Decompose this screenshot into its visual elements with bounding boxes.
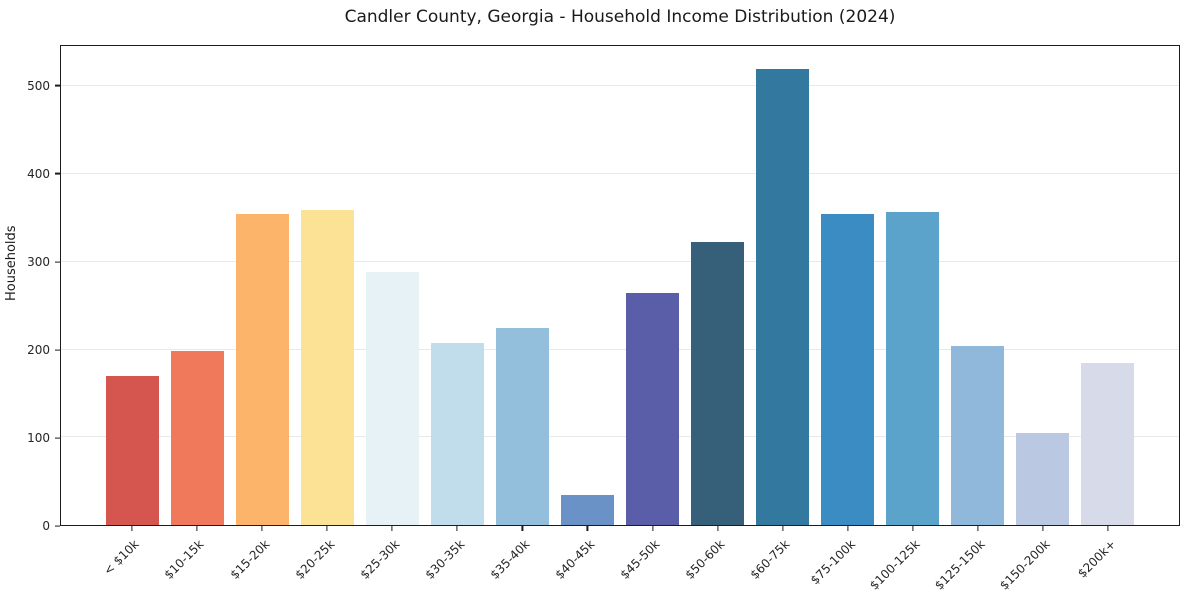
y-tick-label: 100 (27, 430, 50, 445)
bar-slot (620, 46, 685, 525)
x-tick-label: < $10k (100, 537, 142, 578)
x-tick-mark (717, 526, 719, 531)
y-tick-mark (55, 437, 60, 439)
x-tick-label: $75-100k (807, 537, 858, 588)
bar-slot (1075, 46, 1140, 525)
x-tick-mark (912, 526, 914, 531)
bar-slot (360, 46, 425, 525)
y-tick-label: 400 (27, 166, 50, 181)
x-tick-mark (391, 526, 393, 531)
bar-slot (815, 46, 880, 525)
x-tick-mark (196, 526, 198, 531)
bar-$20-25k (301, 210, 354, 525)
bar-$100-125k (886, 211, 939, 525)
bar-slot (750, 46, 815, 525)
bar-slot (555, 46, 620, 525)
x-tick-mark (847, 526, 849, 531)
bar-$25-30k (366, 272, 419, 525)
bar-$60-75k (756, 68, 809, 525)
bar-slot (880, 46, 945, 525)
x-tick-label: $25-30k (357, 537, 403, 582)
bar-$50-60k (691, 241, 744, 525)
x-tick-mark (586, 526, 589, 531)
bar-$150-200k (1016, 432, 1069, 525)
bar-$10-15k (171, 351, 224, 525)
bar-slot (425, 46, 490, 525)
bars-container (61, 46, 1179, 525)
x-tick-label: $60-75k (747, 537, 793, 582)
bar-$40-45k (561, 495, 614, 525)
bar-slot (295, 46, 360, 525)
x-tick-mark (977, 526, 979, 531)
x-tick-label: $45-50k (617, 537, 663, 582)
gridlines (61, 46, 1179, 525)
chart-title: Candler County, Georgia - Household Inco… (344, 7, 896, 27)
x-tick-label: $100-125k (867, 537, 923, 590)
bar-slot (685, 46, 750, 525)
bar-$15-20k (236, 213, 289, 525)
x-tick-label: $15-20k (226, 537, 272, 582)
y-tick-label: 300 (27, 254, 50, 269)
x-tick-label: $40-45k (552, 537, 598, 582)
gridline (61, 348, 1179, 350)
y-tick-mark (55, 173, 60, 175)
gridline (61, 85, 1179, 87)
x-tick-label: $35-40k (487, 537, 533, 582)
y-tick-mark (55, 525, 60, 527)
x-tick-label: $150-200k (997, 537, 1054, 590)
bar-$200k+ (1081, 362, 1134, 525)
y-tick-mark (55, 261, 60, 263)
y-tick-mark (55, 84, 60, 87)
x-tick-mark (261, 526, 263, 531)
bar-$75-100k (821, 213, 874, 525)
bar-slot (230, 46, 295, 525)
x-tick-label: $125-150k (932, 537, 988, 590)
bar-slot (490, 46, 555, 525)
y-tick-label: 200 (27, 342, 50, 357)
x-tick-mark (1042, 526, 1044, 531)
y-tick-mark (55, 349, 60, 351)
gridline (61, 260, 1179, 262)
x-tick-mark (651, 526, 654, 531)
x-axis-ticks (60, 526, 1180, 532)
x-tick-label: $50-60k (682, 537, 728, 582)
x-axis-labels: < $10k $10-15k $15-20k $20-25k $25-30k $30-35… (60, 534, 1180, 590)
bar-slot (1010, 46, 1075, 525)
bar-slot (100, 46, 165, 525)
x-tick-mark (456, 526, 458, 531)
x-tick-mark (521, 526, 523, 531)
bar-$125-150k (951, 346, 1004, 525)
gridline (61, 173, 1179, 175)
x-tick-mark (782, 526, 784, 531)
x-tick-mark (1107, 526, 1109, 531)
bar-$35-40k (496, 327, 549, 525)
y-axis-ticks: 0 100 200 300 400 500 (27, 45, 60, 533)
x-tick-mark (326, 526, 328, 531)
x-tick-label: $30-35k (422, 537, 468, 582)
bar-slot (165, 46, 230, 525)
x-tick-label: $10-15k (161, 537, 207, 582)
bar-slot (945, 46, 1010, 525)
x-tick-mark (131, 526, 133, 531)
plot-area (60, 45, 1180, 526)
bar-$30-35k (431, 343, 484, 525)
y-axis-label: Households (4, 225, 19, 301)
bar-$45-50k (626, 292, 679, 525)
gridline (61, 436, 1179, 438)
y-tick-label: 0 (42, 519, 50, 533)
y-tick-label: 500 (27, 78, 50, 93)
x-tick-label: $20-25k (292, 537, 337, 582)
bar-< $10k (106, 375, 159, 525)
x-tick-label: $200k+ (1074, 537, 1119, 581)
